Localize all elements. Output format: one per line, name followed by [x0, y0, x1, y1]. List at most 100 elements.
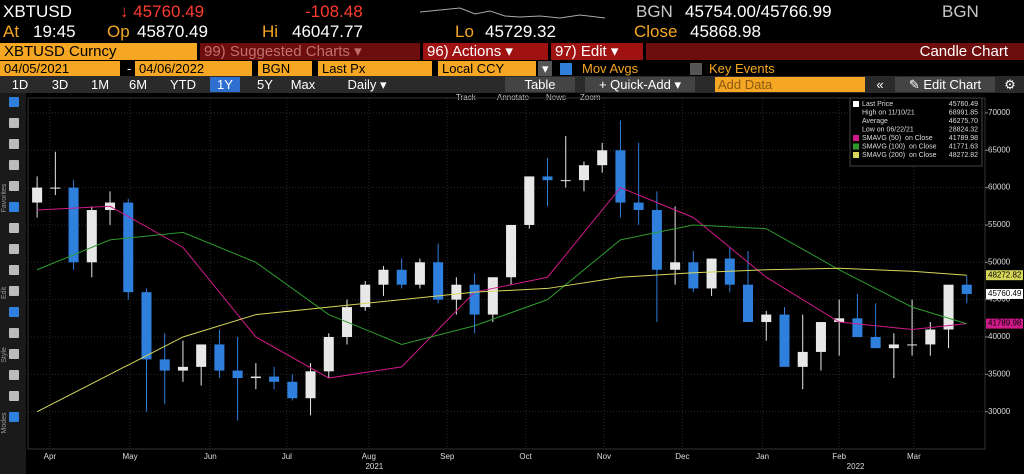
mov-avgs: Mov Avgs [582, 61, 639, 76]
currency[interactable]: Local CCY [438, 61, 536, 78]
candle-body [925, 329, 936, 345]
tool-icon [9, 181, 19, 191]
x-tick-label: Jun [204, 452, 217, 461]
tool-icon [9, 391, 19, 401]
dash: - [127, 61, 132, 76]
candle-body [578, 165, 589, 181]
ticker[interactable]: XBTUSD Curncy [0, 43, 197, 60]
checkbox[interactable] [690, 63, 702, 75]
candle-body [32, 187, 43, 203]
y-tick-label: 40000 [988, 332, 1011, 341]
stat-value: 45868.98 [690, 22, 761, 41]
tool-icon [9, 139, 19, 149]
label: 96) Actions [427, 43, 502, 60]
x-tick-label: Oct [519, 452, 532, 461]
year-label: 2022 [847, 462, 865, 471]
legend-swatch [853, 143, 859, 150]
legend-swatch [853, 135, 859, 141]
start-date[interactable]: 04/05/2021 [0, 61, 120, 78]
candle-body [396, 269, 407, 285]
legend-label: Last Price [862, 101, 893, 108]
range-tab[interactable]: 1D [11, 77, 29, 92]
year-label: 2021 [365, 462, 383, 471]
legend-label: SMAVG (100) on Close [862, 143, 937, 150]
stat-value: 19:45 [33, 22, 76, 41]
checkbox[interactable] [560, 63, 572, 75]
candle-body [50, 187, 61, 189]
settings-icon[interactable]: ⚙ [1004, 77, 1016, 92]
tool-icon [9, 160, 19, 170]
legend-value: 45760.49 [949, 101, 978, 108]
candle-body [487, 277, 498, 315]
range-tab[interactable]: 1Y [210, 77, 240, 92]
candle-body [433, 262, 444, 300]
candle-body [943, 284, 954, 330]
label: 97) Edit [555, 43, 607, 60]
dropdown[interactable]: ▾ [538, 61, 552, 78]
candle-body [323, 336, 334, 372]
range-tab[interactable]: 5Y [257, 77, 273, 92]
candle-body [651, 210, 662, 270]
legend-swatch [853, 152, 859, 158]
y-tick-label: 60000 [988, 183, 1011, 192]
collapse[interactable]: « [876, 77, 884, 92]
source: BGN [942, 2, 979, 21]
tool-icon [9, 97, 19, 107]
tool-icon [9, 286, 19, 296]
tool-icon [9, 265, 19, 275]
quick-add[interactable]: + Quick-Add ▾ [585, 77, 695, 92]
range-tab[interactable]: 6M [128, 77, 148, 92]
candle-body [743, 284, 754, 323]
candle-body [633, 202, 644, 211]
end-date[interactable]: 04/06/2022 [135, 61, 252, 78]
candle-body [815, 322, 826, 352]
legend-value: 48272.82 [949, 152, 978, 159]
side-label: Edit [1, 287, 8, 299]
candle-body [232, 370, 243, 379]
label: 99) Suggested Charts [204, 43, 350, 60]
source-field[interactable]: BGN [258, 61, 312, 78]
tool-icon [9, 223, 19, 233]
candle-body [961, 284, 972, 294]
range-tab[interactable]: 3D [51, 77, 69, 92]
period[interactable]: Daily ▾ [347, 77, 387, 92]
legend-swatch [853, 101, 859, 107]
candle-body [287, 381, 298, 399]
table-button[interactable]: Table [505, 77, 575, 92]
candle-body [907, 344, 918, 346]
range-tab[interactable]: YTD [170, 77, 196, 92]
edit-chart[interactable]: ✎ Edit Chart [895, 77, 995, 92]
field[interactable]: Last Px [318, 61, 432, 78]
tool-icon [9, 328, 19, 338]
price-tag-label: 45760.49 [988, 289, 1022, 298]
actions-menu[interactable]: 96) Actions ▾ [423, 43, 548, 60]
symbol: XBTUSD [3, 2, 72, 21]
side-label: Modes [1, 412, 8, 434]
candle-body [378, 269, 389, 285]
tool-icon [9, 118, 19, 128]
x-tick-label: Aug [362, 452, 376, 461]
edit-menu[interactable]: 97) Edit ▾ [551, 43, 643, 60]
tool-icon [9, 202, 19, 212]
label: + Quick-Add [598, 77, 671, 92]
add-data[interactable]: Add Data [715, 77, 865, 92]
chart-kind: Candle Chart [646, 43, 1024, 60]
legend-value: 68991.85 [949, 109, 978, 116]
candle-body [597, 150, 608, 166]
x-tick-label: Jan [756, 452, 769, 461]
label: Edit Chart [923, 77, 982, 92]
suggested-menu[interactable]: 99) Suggested Charts ▾ [200, 43, 420, 60]
range-tab[interactable]: 1M [90, 77, 110, 92]
candle-body [250, 376, 261, 379]
y-tick-label: 35000 [988, 369, 1011, 378]
candle-body [141, 292, 152, 360]
legend-value: 28824.32 [949, 126, 978, 133]
sparkline [420, 7, 606, 19]
candle-body [177, 366, 188, 371]
stat-label: Hi [262, 22, 279, 41]
range-tab[interactable]: Max [290, 77, 316, 92]
legend-label: SMAVG (50) on Close [862, 135, 933, 142]
legend: Last Price 45760.49 High on 11/10/21 68991.… [849, 97, 983, 167]
